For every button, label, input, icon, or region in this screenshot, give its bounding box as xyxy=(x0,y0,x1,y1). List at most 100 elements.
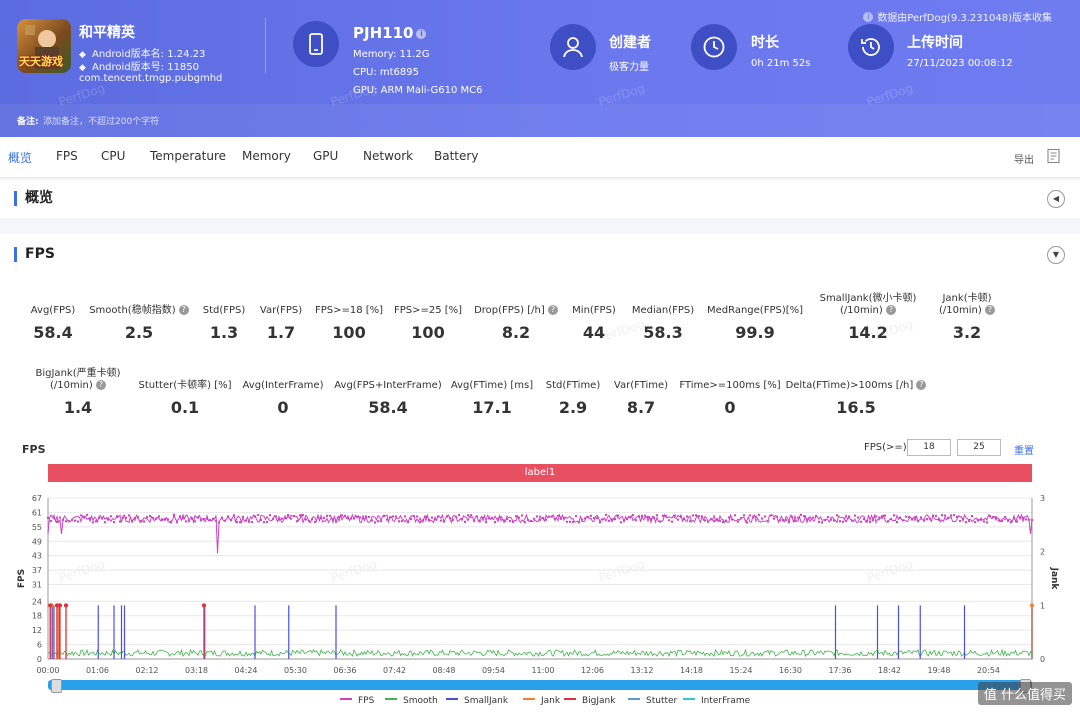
threshold-input-2[interactable]: 25 xyxy=(957,439,1001,456)
label-bar[interactable]: label1 xyxy=(48,464,1032,482)
tab-overview[interactable]: 概览 xyxy=(8,151,33,165)
fps-point xyxy=(67,520,71,523)
fps-point xyxy=(283,516,287,520)
fps-point xyxy=(814,514,818,518)
legend-item-smalljank[interactable]: SmallJank xyxy=(446,696,508,706)
collapse-toggle[interactable]: ▼ xyxy=(1047,246,1065,264)
fps-point xyxy=(919,516,923,519)
tab-network[interactable]: Network xyxy=(363,149,414,163)
android-version-name: ◆ Android版本名: 1.24.23 xyxy=(79,49,206,60)
help-icon[interactable]: ? xyxy=(95,380,106,390)
android-version-code: ◆ Android版本号: 11850 xyxy=(79,62,200,73)
fps-point xyxy=(850,519,854,522)
fps-point xyxy=(295,520,299,523)
slider-handle-left[interactable] xyxy=(51,679,62,693)
info-icon[interactable]: i xyxy=(416,29,427,39)
metric-value: 2.9 xyxy=(558,398,588,417)
fps-point xyxy=(376,520,380,523)
time-range-slider[interactable] xyxy=(48,680,1032,690)
fps-point xyxy=(640,514,644,518)
fps-point xyxy=(361,517,365,520)
fps-point xyxy=(949,514,953,517)
fps-point xyxy=(904,515,908,518)
tab-gpu[interactable]: GPU xyxy=(313,149,339,163)
fps-point xyxy=(331,518,335,521)
chevron-left-icon: ◀ xyxy=(1052,194,1060,203)
help-icon[interactable]: ? xyxy=(885,305,896,315)
x-tick-label: 08:48 xyxy=(432,666,455,675)
collapse-toggle[interactable]: ◀ xyxy=(1047,190,1065,208)
fps-point xyxy=(760,517,764,520)
legend-item-smooth[interactable]: Smooth xyxy=(385,696,438,706)
fps-point xyxy=(310,518,314,521)
fps-point xyxy=(862,517,866,521)
fps-point xyxy=(493,520,497,524)
fps-point xyxy=(994,516,998,519)
help-icon[interactable]: ? xyxy=(916,380,927,390)
fps-point xyxy=(817,520,821,524)
metric-label: Var(FTime) xyxy=(613,380,669,391)
bigjank-spike-point xyxy=(58,603,62,608)
metric-cell: Avg(InterFrame) 0 xyxy=(208,380,358,417)
fps-point xyxy=(445,515,449,518)
help-icon[interactable]: ? xyxy=(984,305,995,315)
tab-battery[interactable]: Battery xyxy=(434,149,479,163)
help-icon[interactable]: ? xyxy=(178,305,189,315)
fps-point xyxy=(868,520,872,524)
note-bar[interactable] xyxy=(0,104,1080,137)
fps-point xyxy=(406,520,410,524)
tab-fps[interactable]: FPS xyxy=(56,149,78,163)
fps-point xyxy=(64,520,68,523)
fps-point xyxy=(628,516,632,519)
export-button[interactable]: 导出 xyxy=(1014,155,1034,166)
fps-point xyxy=(334,520,338,523)
metric-label: Std(FTime) xyxy=(545,380,601,391)
fps-point xyxy=(379,519,383,523)
fps-point xyxy=(709,518,713,521)
fps-point xyxy=(793,519,797,523)
fps-point xyxy=(778,519,782,522)
help-icon[interactable]: ? xyxy=(547,305,558,315)
legend-item-stutter[interactable]: Stutter xyxy=(628,696,677,706)
export-icon[interactable] xyxy=(1046,148,1062,168)
legend-item-interframe[interactable]: InterFrame xyxy=(683,696,750,706)
fps-point xyxy=(988,515,992,518)
metric-label-unit: (/10min) ? xyxy=(793,305,943,317)
fps-point xyxy=(121,516,125,519)
fps-point xyxy=(622,519,626,522)
fps-point xyxy=(907,515,911,519)
fps-point xyxy=(217,521,221,524)
fps-point xyxy=(322,516,326,520)
metric-value: 100 xyxy=(411,323,445,342)
fps-point xyxy=(661,514,665,518)
legend-item-jank[interactable]: Jank xyxy=(523,696,560,706)
fps-point xyxy=(910,518,914,521)
fps-point xyxy=(1015,520,1019,523)
fps-point xyxy=(733,514,737,517)
x-tick-label: 16:30 xyxy=(779,666,802,675)
tab-memory[interactable]: Memory xyxy=(242,149,291,163)
tab-cpu[interactable]: CPU xyxy=(101,149,126,163)
threshold-input-1[interactable]: 18 xyxy=(907,439,951,456)
x-tick-label: 04:24 xyxy=(234,666,257,675)
metric-label: FPS>=25 [%] xyxy=(393,305,463,316)
fps-point xyxy=(595,516,599,520)
upload-value: 27/11/2023 00:08:12 xyxy=(907,58,1013,69)
fps-point xyxy=(472,519,476,522)
fps-point xyxy=(199,519,203,522)
fps-point xyxy=(973,520,977,524)
tab-temperature[interactable]: Temperature xyxy=(150,149,227,163)
legend-item-fps[interactable]: FPS xyxy=(340,696,374,706)
app-icon-badge: 天天游戏 xyxy=(19,55,63,68)
fps-point xyxy=(613,518,617,521)
reset-button[interactable]: 重置 xyxy=(1014,446,1034,457)
note-input[interactable]: 添加备注，不超过200个字符 xyxy=(43,117,160,127)
legend-item-bigjank[interactable]: BigJank xyxy=(564,696,615,706)
fps-point xyxy=(538,518,542,522)
fps-point xyxy=(184,520,188,523)
fps-point xyxy=(685,515,689,518)
fps-point xyxy=(1009,521,1013,524)
metric-cell: Std(FTime) 2.9 xyxy=(498,380,648,417)
x-tick-label: 09:54 xyxy=(482,666,505,675)
